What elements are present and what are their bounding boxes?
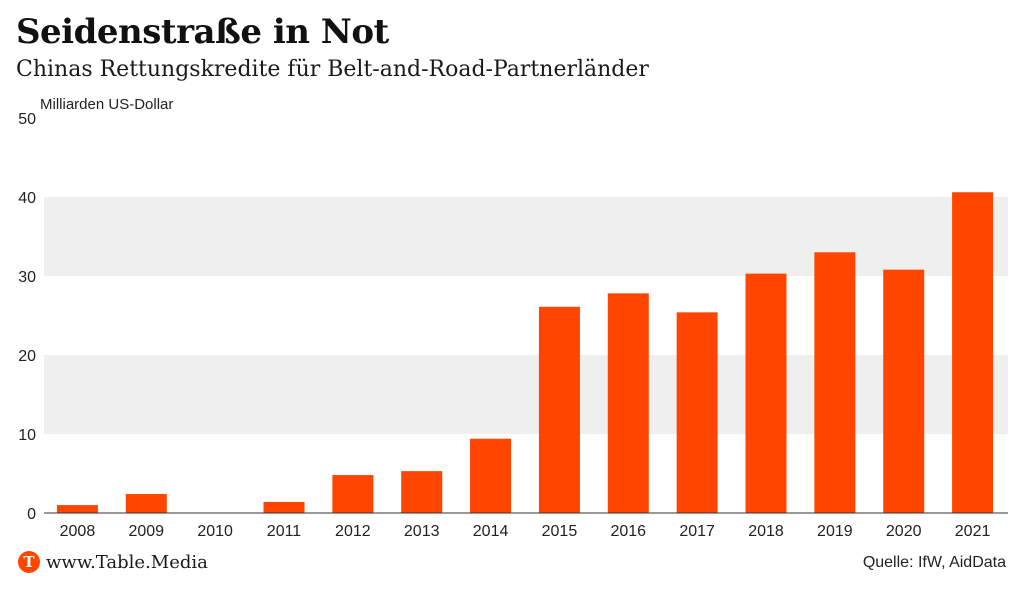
y-tick-label: 50 (18, 111, 36, 128)
bar-2009 (125, 494, 167, 513)
bar-2021 (952, 192, 994, 513)
y-axis-ticks: 0 10 20 30 40 50 (18, 111, 36, 523)
bar-2008 (56, 505, 98, 513)
bars (56, 192, 994, 514)
bar-2011 (263, 501, 305, 513)
table-media-logo-icon: T (18, 551, 40, 573)
chart-subtitle: Chinas Rettungskredite für Belt-and-Road… (16, 57, 649, 82)
x-axis-ticks: 2008 2009 2010 2011 2012 2013 2014 2015 2016 2017… (60, 523, 991, 540)
x-tick-label: 2014 (473, 523, 509, 540)
grid-bands (44, 197, 1008, 434)
y-tick-label: 20 (18, 348, 36, 365)
x-tick-label: 2013 (404, 523, 440, 540)
bar-2019 (814, 252, 856, 514)
y-tick-label: 40 (18, 190, 36, 207)
grid-band (44, 197, 1008, 276)
bar-2018 (745, 273, 787, 513)
bar-2016 (607, 293, 649, 513)
x-tick-label: 2016 (610, 523, 646, 540)
bar-2012 (332, 475, 374, 513)
brand: T www.Table.Media (18, 551, 208, 573)
chart-title: Seidenstraße in Not (16, 12, 389, 52)
x-tick-label: 2009 (128, 523, 164, 540)
y-axis-label: Milliarden US-Dollar (40, 96, 173, 113)
bar-2020 (883, 269, 925, 513)
source-note: Quelle: IfW, AidData (862, 554, 1006, 571)
x-tick-label: 2021 (955, 523, 991, 540)
x-tick-label: 2015 (542, 523, 578, 540)
y-tick-label: 10 (18, 427, 36, 444)
x-tick-label: 2010 (197, 523, 233, 540)
x-tick-label: 2011 (267, 523, 302, 540)
grid-band (44, 355, 1008, 434)
bar-2015 (538, 306, 580, 513)
x-tick-label: 2017 (679, 523, 715, 540)
bar-2014 (470, 438, 512, 513)
y-tick-label: 30 (18, 269, 36, 286)
y-tick-label: 0 (27, 506, 36, 523)
website-label: www.Table.Media (46, 551, 208, 573)
x-tick-label: 2019 (817, 523, 853, 540)
x-tick-label: 2012 (335, 523, 371, 540)
bar-2017 (676, 312, 718, 513)
bar-2013 (401, 471, 443, 513)
x-tick-label: 2020 (886, 523, 922, 540)
x-tick-label: 2018 (748, 523, 784, 540)
x-tick-label: 2008 (60, 523, 96, 540)
